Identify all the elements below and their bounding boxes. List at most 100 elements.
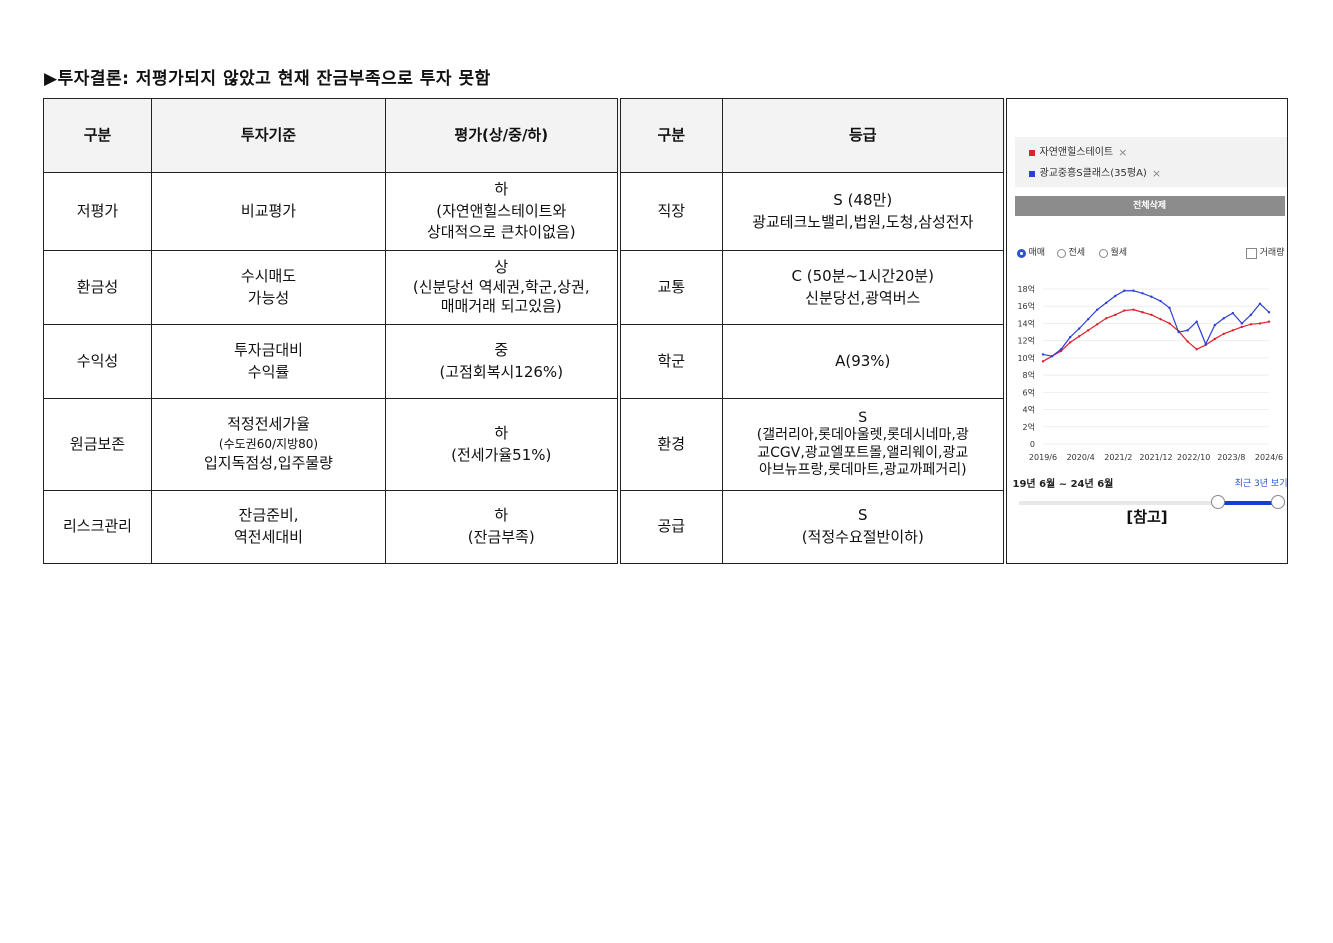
- legend-label: 광교중흥S클래스(35평A): [1039, 167, 1147, 179]
- series-line: [1042, 309, 1269, 362]
- series-point: [1104, 301, 1107, 304]
- evaluation-line: 하: [494, 423, 509, 442]
- evaluation-line: (신분당선 역세권,학군,상권,: [412, 277, 590, 296]
- y-tick-label: 16억: [1017, 301, 1035, 311]
- volume-checkbox[interactable]: 거래량: [1245, 247, 1285, 260]
- close-icon[interactable]: ×: [1118, 146, 1128, 159]
- range-slider-handle-left[interactable]: [1210, 495, 1225, 509]
- evaluation-cell: 하 (잔금부족): [385, 490, 621, 564]
- series-point: [1258, 322, 1261, 325]
- range-slider-track[interactable]: [1018, 501, 1285, 505]
- series-point: [1249, 323, 1252, 326]
- grade-line: 신분당선,광역버스: [805, 288, 921, 307]
- radio-icon: [1056, 249, 1066, 259]
- grade-cell: C (50분~1시간20분) 신분당선,광역버스: [722, 250, 1005, 325]
- table-row: 환금성 수시매도 가능성 상 (신분당선 역세권,학군,상권, 매매거래 되고있…: [43, 250, 1288, 325]
- criteria-line: 수시매도: [240, 266, 297, 285]
- delete-all-button[interactable]: 전체삭제: [1014, 196, 1285, 216]
- y-tick-label: 4억: [1022, 405, 1034, 415]
- series-point: [1194, 320, 1198, 323]
- series-point: [1185, 329, 1189, 332]
- table-row: 리스크관리 잔금준비, 역전세대비 하 (잔금부족) 공급 S (적정수요절반이…: [43, 490, 1288, 564]
- criteria-cell: 수시매도 가능성: [151, 250, 386, 325]
- grade-line: A(93%): [835, 351, 891, 370]
- trade-type-radio-group: 매매 전세 월세 거래량: [1015, 247, 1287, 263]
- chart-legend: 자연앤힐스테이트 × 광교중흥S클래스(35평A) ×: [1014, 137, 1287, 187]
- grade-line: C (50분~1시간20분): [791, 266, 934, 285]
- series-point: [1041, 360, 1044, 363]
- criteria-line: 잔금준비,: [238, 506, 299, 525]
- criteria-line: 입지독점성,입주물량: [204, 454, 333, 473]
- recent-3-years-link[interactable]: 최근 3년 보기: [1234, 479, 1288, 489]
- series-point: [1176, 330, 1180, 334]
- series-point: [1231, 329, 1234, 332]
- grade-cell: S (48만) 광교테크노밸리,법원,도청,삼성전자: [722, 172, 1005, 251]
- checkbox-icon: [1245, 248, 1257, 260]
- price-line-chart: 0 2억 4억 6억 8억 10억 12억 14억 16억 18억 2019/6 2020/4 2021…: [1017, 284, 1283, 462]
- radio-icon: [1098, 249, 1108, 259]
- radio-label: 매매: [1028, 248, 1046, 258]
- criteria-cell: 비교평가: [151, 172, 386, 251]
- series-point: [1086, 329, 1089, 332]
- category-cell: 수익성: [43, 324, 152, 399]
- header-grade: 등급: [722, 98, 1005, 173]
- category-cell: 환금성: [43, 250, 152, 325]
- grade-line: 교CGV,광교엘포트몰,앨리웨이,광교: [757, 444, 969, 461]
- header-evaluation: 평가(상/중/하): [385, 98, 621, 173]
- criteria-line: 수익률: [247, 362, 290, 381]
- radio-monthly[interactable]: 월세: [1098, 247, 1127, 260]
- series-point: [1059, 348, 1062, 351]
- series-point: [1231, 311, 1234, 315]
- series-point: [1258, 302, 1261, 305]
- series-point: [1213, 337, 1216, 341]
- category-cell: 리스크관리: [43, 490, 152, 564]
- series-point: [1113, 294, 1117, 298]
- criteria-line: 역전세대비: [233, 528, 303, 546]
- radio-sale[interactable]: 매매: [1016, 247, 1046, 260]
- series-point: [1222, 317, 1225, 320]
- y-tick-label: 8억: [1022, 370, 1034, 380]
- series-point: [1158, 317, 1162, 321]
- series-point: [1077, 335, 1080, 338]
- range-slider-handle-right[interactable]: [1270, 495, 1285, 509]
- grade-cell: S (적정수요절반이하): [722, 490, 1005, 564]
- legend-item-1[interactable]: 자연앤힐스테이트 ×: [1028, 145, 1128, 161]
- evaluation-line: 매매거래 되고있음): [440, 297, 562, 316]
- category-2-cell: 공급: [618, 490, 723, 564]
- grade-line: S: [858, 409, 868, 426]
- legend-swatch-red: [1028, 149, 1035, 156]
- series-point: [1240, 322, 1243, 325]
- grade-line: 아브뉴프랑,롯데마트,광교까페거리): [758, 462, 967, 478]
- y-tick-label: 2억: [1022, 422, 1034, 432]
- series-point: [1131, 308, 1135, 311]
- series-point: [1167, 306, 1171, 310]
- evaluation-line: 상대적으로 큰차이없음): [426, 223, 576, 242]
- series-point: [1077, 327, 1080, 330]
- y-tick-label: 18억: [1017, 284, 1035, 294]
- legend-item-2[interactable]: 광교중흥S클래스(35평A) ×: [1028, 166, 1162, 182]
- radio-label: 전세: [1068, 248, 1086, 258]
- radio-jeonse[interactable]: 전세: [1056, 247, 1086, 260]
- criteria-line: 투자금대비: [233, 340, 303, 359]
- date-range-text: 19년 6월 ~ 24년 6월: [1012, 479, 1114, 490]
- series-point: [1086, 317, 1089, 321]
- grade-cell: S (갤러리아,롯데아울렛,롯데시네마,광 교CGV,광교엘포트몰,앨리웨이,광…: [722, 398, 1005, 491]
- grade-line: (갤러리아,롯데아울렛,롯데시네마,광: [756, 427, 969, 443]
- series-point: [1140, 292, 1144, 295]
- close-icon[interactable]: ×: [1151, 167, 1162, 180]
- series-point: [1113, 313, 1117, 317]
- grade-line: S (48만): [833, 190, 893, 209]
- series-point: [1149, 295, 1153, 298]
- header-category-2: 구분: [618, 98, 723, 173]
- series-point: [1204, 342, 1207, 346]
- checkbox-label: 거래량: [1259, 248, 1285, 258]
- table-row: 저평가 비교평가 하 (자연앤힐스테이트와 상대적으로 큰차이없음) 직장 S …: [43, 172, 1288, 251]
- series-point: [1213, 323, 1216, 327]
- category-2-cell: 학군: [618, 324, 723, 399]
- category-2-cell: 직장: [618, 172, 723, 251]
- series-point: [1158, 299, 1162, 303]
- y-tick-label: 10억: [1017, 353, 1035, 363]
- criteria-cell: 적정전세가율 (수도권60/지방80) 입지독점성,입주물량: [151, 398, 386, 491]
- reference-panel: 자연앤힐스테이트 × 광교중흥S클래스(35평A) × 전체삭제 매매: [1007, 99, 1288, 563]
- y-tick-label: 12억: [1017, 336, 1035, 346]
